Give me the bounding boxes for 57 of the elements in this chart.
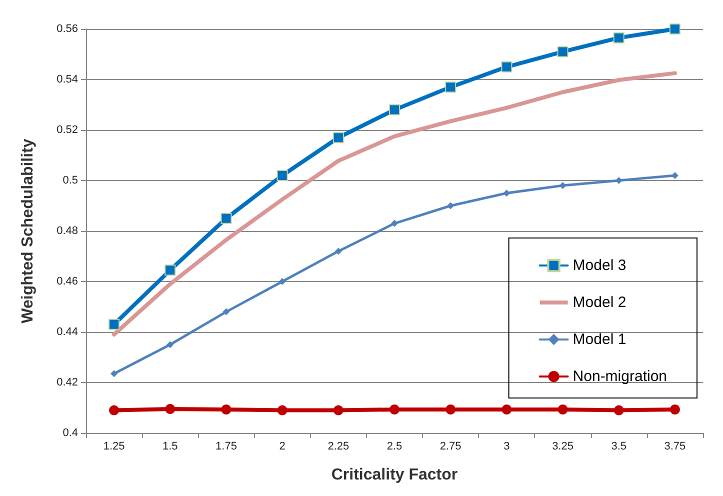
- point: [559, 182, 566, 190]
- point: [557, 46, 568, 58]
- y-tick-label: 0.48: [56, 225, 78, 237]
- y-axis-title: Weighted Schedulability: [20, 138, 36, 324]
- point: [390, 404, 400, 415]
- point: [391, 220, 398, 227]
- x-tick-label: 1.75: [216, 440, 237, 452]
- point: [278, 278, 286, 285]
- y-tick-label: 0.4: [62, 427, 78, 439]
- legend-label: Model 1: [572, 331, 626, 348]
- point: [447, 202, 454, 210]
- point: [614, 405, 624, 416]
- point: [669, 24, 680, 34]
- y-tick-label: 0.46: [56, 276, 78, 288]
- point: [389, 104, 400, 116]
- legend-label: Model 3: [572, 257, 626, 274]
- point: [446, 404, 456, 415]
- point: [445, 82, 456, 93]
- point: [333, 405, 344, 416]
- point: [110, 370, 118, 378]
- point: [501, 61, 512, 72]
- x-tick-label: 3.25: [552, 440, 574, 452]
- point: [166, 341, 174, 348]
- point: [670, 404, 680, 415]
- point: [503, 190, 510, 197]
- x-tick-label: 2: [279, 440, 286, 452]
- x-tick-label: 1.5: [162, 440, 178, 452]
- x-axis-title: Criticality Factor: [331, 466, 458, 484]
- point: [164, 264, 176, 276]
- point: [220, 212, 232, 224]
- point: [276, 170, 288, 181]
- point: [558, 404, 568, 415]
- y-tick-label: 0.44: [56, 326, 78, 338]
- y-tick-label: 0.5: [62, 174, 78, 186]
- point: [502, 404, 512, 415]
- x-tick-label: 2.5: [386, 440, 402, 452]
- point: [222, 308, 230, 316]
- x-tick-label: 3.75: [664, 440, 686, 452]
- point: [109, 405, 120, 416]
- point: [334, 248, 342, 255]
- x-tick-label: 1.25: [103, 440, 125, 452]
- x-tick-label: 3: [504, 440, 510, 452]
- x-tick-label: 2.75: [440, 440, 462, 452]
- y-tick-label: 0.52: [56, 124, 78, 136]
- point: [332, 132, 344, 144]
- x-tick-label: 2.25: [328, 440, 350, 452]
- point: [221, 404, 232, 415]
- x-tick-label: 3.5: [611, 440, 627, 452]
- y-tick-label: 0.56: [56, 23, 78, 35]
- point: [108, 318, 120, 330]
- legend-label: Model 2: [572, 294, 626, 311]
- y-tick-label: 0.54: [56, 74, 78, 86]
- point: [277, 405, 288, 416]
- legend-label: Non-migration: [572, 368, 668, 385]
- point: [165, 404, 176, 414]
- y-tick-label: 0.42: [56, 376, 78, 388]
- point: [613, 32, 624, 44]
